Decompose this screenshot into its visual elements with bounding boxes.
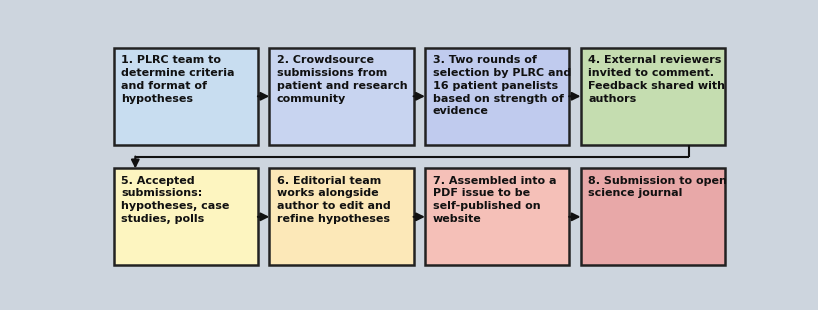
FancyBboxPatch shape: [581, 48, 725, 144]
FancyBboxPatch shape: [114, 48, 258, 144]
Text: 3. Two rounds of
selection by PLRC and
16 patient panelists
based on strength of: 3. Two rounds of selection by PLRC and 1…: [433, 55, 571, 116]
Text: 7. Assembled into a
PDF issue to be
self-published on
website: 7. Assembled into a PDF issue to be self…: [433, 176, 556, 224]
FancyBboxPatch shape: [114, 169, 258, 265]
Text: 8. Submission to open
science journal: 8. Submission to open science journal: [588, 176, 727, 198]
FancyBboxPatch shape: [269, 48, 414, 144]
Text: 4. External reviewers
invited to comment.
Feedback shared with
authors: 4. External reviewers invited to comment…: [588, 55, 726, 104]
FancyBboxPatch shape: [581, 169, 725, 265]
FancyBboxPatch shape: [269, 169, 414, 265]
Text: 6. Editorial team
works alongside
author to edit and
refine hypotheses: 6. Editorial team works alongside author…: [277, 176, 391, 224]
Text: 1. PLRC team to
determine criteria
and format of
hypotheses: 1. PLRC team to determine criteria and f…: [121, 55, 235, 104]
FancyBboxPatch shape: [425, 48, 569, 144]
Text: 2. Crowdsource
submissions from
patient and research
community: 2. Crowdsource submissions from patient …: [277, 55, 407, 104]
Text: 5. Accepted
submissions:
hypotheses, case
studies, polls: 5. Accepted submissions: hypotheses, cas…: [121, 176, 230, 224]
FancyBboxPatch shape: [425, 169, 569, 265]
